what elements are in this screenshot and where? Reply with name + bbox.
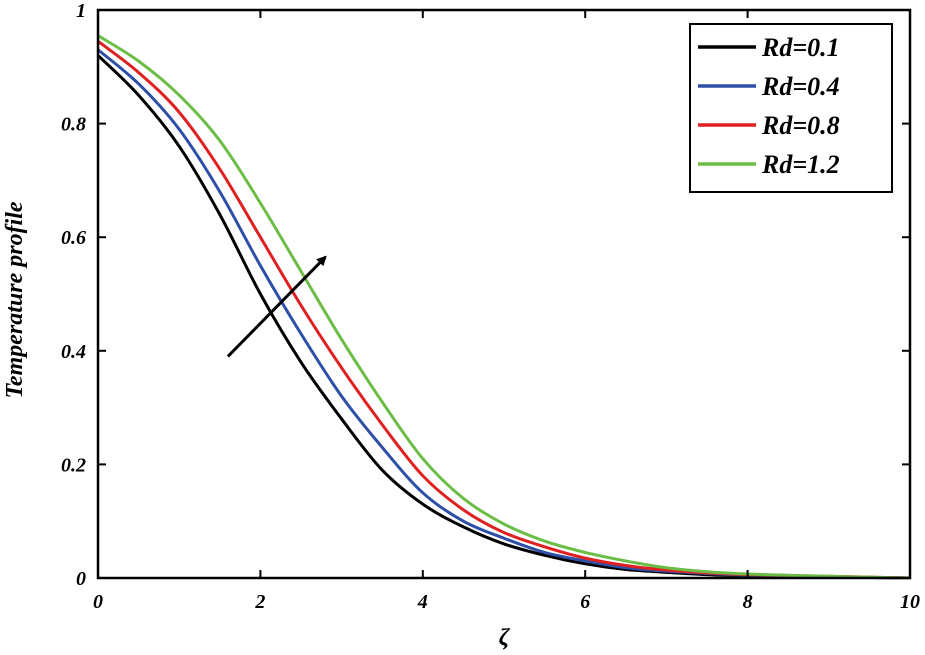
- y-axis-label: Temperature profile: [2, 201, 28, 398]
- series-layer: [96, 34, 911, 580]
- legend-label: Rd=0.4: [761, 72, 840, 101]
- y-tick-label: 0: [76, 568, 86, 590]
- legend: Rd=0.1 Rd=0.4 Rd=0.8 Rd=1.2: [689, 23, 893, 193]
- y-tick-label: 0.6: [61, 227, 86, 249]
- trend-arrow: [226, 255, 327, 358]
- series-line-3: [97, 34, 911, 580]
- x-tick-label: 10: [900, 591, 920, 613]
- y-tick-label: 0.8: [61, 114, 86, 136]
- legend-label: Rd=0.1: [761, 33, 840, 62]
- x-tick-label: 4: [417, 591, 428, 613]
- y-tick-label: 0.4: [61, 341, 86, 363]
- ticks-layer: 0 2 4 6 8 10 0 0.2 0.4 0.6 0.8 1: [61, 0, 920, 613]
- annotation-layer: [226, 255, 327, 358]
- x-tick-label: 8: [743, 591, 753, 613]
- legend-label: Rd=1.2: [761, 150, 840, 179]
- x-tick-label: 0: [93, 591, 103, 613]
- legend-label: Rd=0.8: [761, 111, 840, 140]
- x-tick-label: 6: [580, 591, 590, 613]
- y-tick-label: 1: [76, 0, 86, 22]
- plot-frame: [96, 8, 912, 580]
- y-tick-label: 0.2: [61, 454, 86, 476]
- x-tick-label: 2: [254, 591, 265, 613]
- x-axis-label: ζ: [499, 625, 511, 651]
